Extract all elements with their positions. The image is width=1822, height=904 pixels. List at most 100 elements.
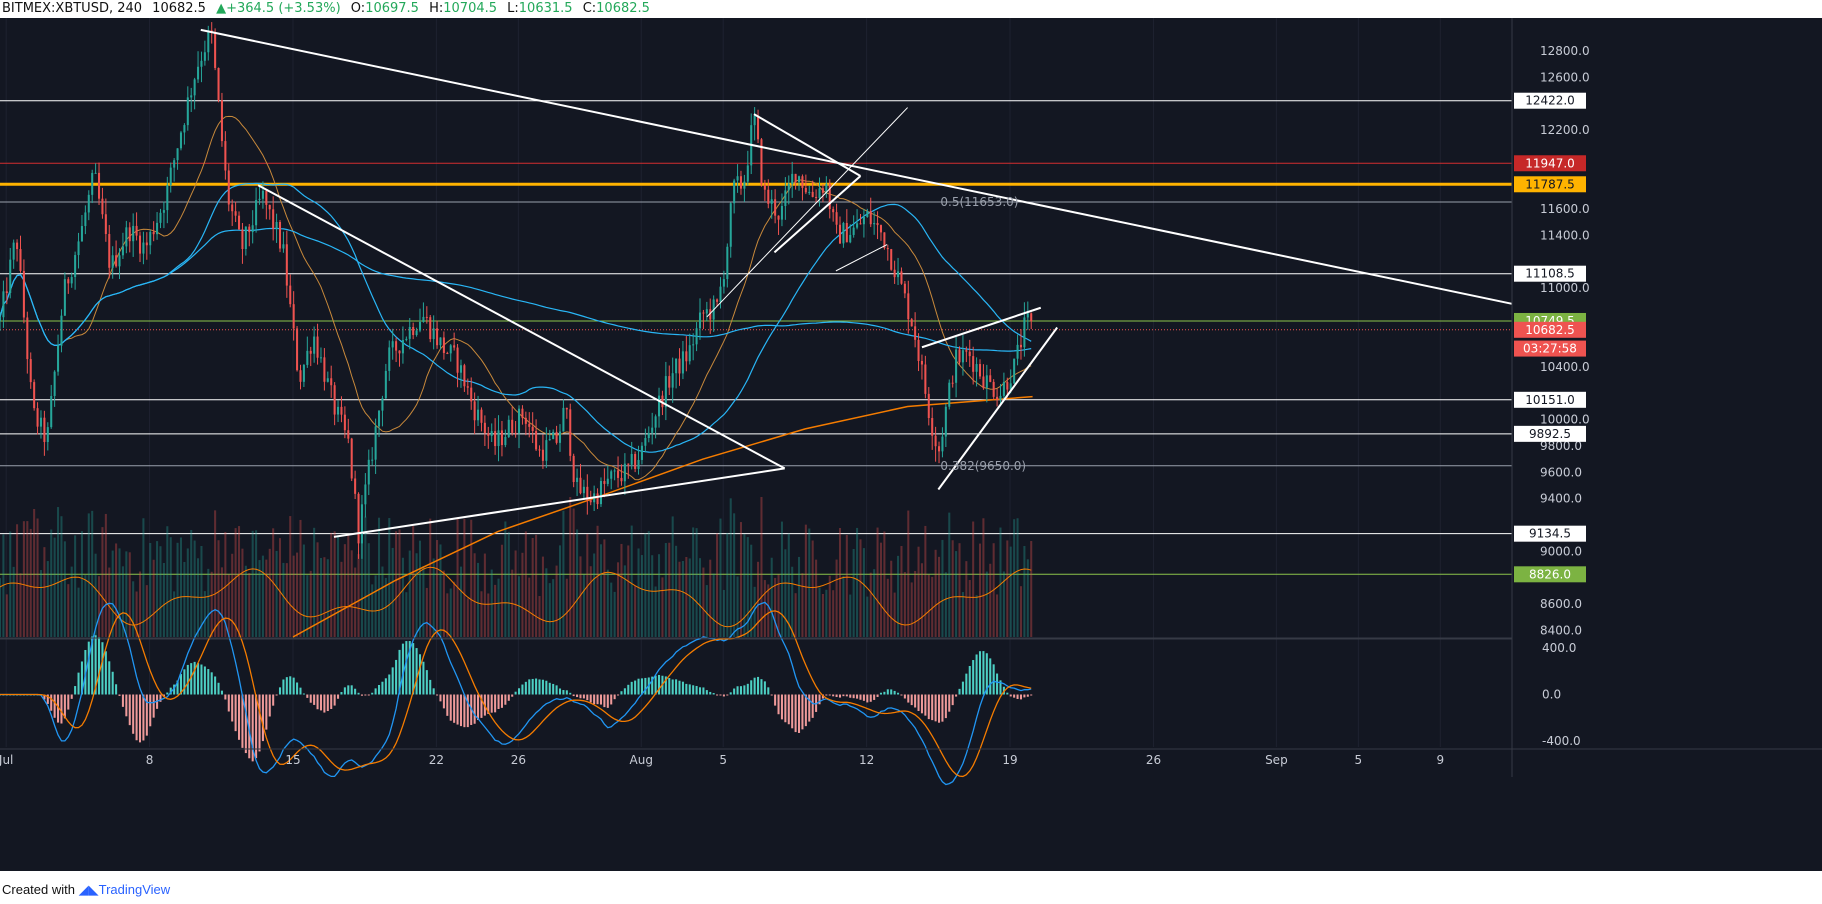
candle-body xyxy=(808,191,811,193)
volume-bar xyxy=(815,559,818,637)
candle-body xyxy=(835,212,838,225)
volume-bar xyxy=(685,557,688,637)
macd-histogram-bar xyxy=(705,690,708,695)
macd-histogram-bar xyxy=(176,680,179,695)
volume-bar xyxy=(1019,586,1022,637)
price-tag-label: 11787.5 xyxy=(1525,177,1575,191)
macd-histogram-bar xyxy=(675,679,678,695)
volume-bar xyxy=(470,519,473,637)
price-tag-bg xyxy=(1514,321,1586,338)
volume-bar xyxy=(876,527,879,637)
volume-bar xyxy=(948,512,951,637)
price-tick-label: 8600.0 xyxy=(1540,597,1582,611)
candle-body xyxy=(719,286,722,302)
macd-histogram-bar xyxy=(852,694,855,699)
macd-histogram-bar xyxy=(521,684,524,695)
candle-body xyxy=(22,270,25,318)
macd-histogram-bar xyxy=(791,694,794,729)
volume-bar xyxy=(84,575,87,637)
candle-body xyxy=(572,455,575,483)
volume-bar xyxy=(5,594,8,637)
candle-body xyxy=(203,52,206,61)
candle-body xyxy=(692,344,695,346)
candle-body xyxy=(374,426,377,460)
candle-body xyxy=(948,382,951,407)
macd-histogram-bar xyxy=(268,694,271,717)
candle-body xyxy=(869,210,872,225)
volume-bar xyxy=(244,565,247,637)
volume-bar xyxy=(582,574,585,637)
volume-bar xyxy=(190,529,193,637)
candle-body xyxy=(603,480,606,484)
candle-body xyxy=(104,214,107,235)
volume-bar xyxy=(978,543,982,637)
volume-bar xyxy=(623,565,626,637)
candle-body xyxy=(74,255,77,278)
macd-histogram-bar xyxy=(780,694,783,720)
volume-bar xyxy=(507,531,510,637)
candle-body xyxy=(685,351,688,362)
volume-ma xyxy=(0,566,1032,628)
candle-body xyxy=(138,235,142,254)
volume-bar xyxy=(326,559,329,637)
candle-body xyxy=(890,249,893,270)
macd-histogram-bar xyxy=(173,684,176,695)
candle-body xyxy=(121,246,124,256)
ma-orange xyxy=(292,395,1033,638)
macd-histogram-bar xyxy=(678,680,681,695)
volume-bar xyxy=(16,524,19,637)
volume-bar xyxy=(698,558,702,637)
candle-body xyxy=(179,132,182,149)
candle-body xyxy=(12,242,15,260)
candle-body xyxy=(401,340,404,354)
macd-histogram-bar xyxy=(261,694,264,742)
volume-bar xyxy=(289,516,292,637)
trendlines[interactable] xyxy=(200,28,1513,538)
volume-bar xyxy=(791,566,794,637)
macd-histogram-bar xyxy=(197,663,200,695)
macd-histogram-bar xyxy=(931,694,934,721)
volume-bar xyxy=(593,553,596,637)
candle-body xyxy=(722,279,725,287)
time-tick-label: 5 xyxy=(719,753,727,767)
candle-body xyxy=(337,406,340,415)
price-chart[interactable]: 0.5(11653.0) 0.382(9650.0) 12800.0 12600.0… xyxy=(0,18,1822,871)
candle-body xyxy=(26,317,29,360)
price-tick-label: 11400.0 xyxy=(1540,228,1590,242)
volume-bar xyxy=(77,587,80,637)
volume-bar xyxy=(138,571,142,637)
volume-bar xyxy=(275,550,278,637)
macd-histogram-bar xyxy=(978,651,982,695)
candle-body xyxy=(859,223,862,225)
candle-body xyxy=(477,409,480,421)
volume-bar xyxy=(914,570,917,637)
candle-body xyxy=(425,316,428,318)
volume-bar xyxy=(487,593,490,637)
macd-histogram-bar xyxy=(125,694,128,717)
candle-body xyxy=(746,165,749,182)
macd-histogram-bar xyxy=(350,685,353,695)
price-tag-bg xyxy=(1514,525,1586,542)
tradingview-brand[interactable]: TradingView xyxy=(98,882,171,897)
fib-label: 0.5(11653.0) xyxy=(940,195,1018,209)
time-tick-label: 26 xyxy=(511,753,526,767)
volume-bar xyxy=(514,550,517,637)
volume-bar xyxy=(972,521,975,637)
volume-bar xyxy=(405,592,408,637)
macd-histogram-bar xyxy=(757,676,760,695)
volume-bar xyxy=(43,547,46,637)
macd-histogram-bar xyxy=(709,691,712,695)
volume-bar xyxy=(702,567,705,637)
candle-body xyxy=(0,317,2,321)
candle-body xyxy=(985,375,988,388)
macd-histogram-bar xyxy=(716,694,719,696)
candle-body xyxy=(538,449,541,451)
candle-body xyxy=(982,376,985,388)
volume-bar xyxy=(897,555,900,637)
macd-tick-label: 0.0 xyxy=(1542,688,1561,702)
macd-histogram-bar xyxy=(278,687,282,695)
macd-histogram-bar xyxy=(118,694,121,696)
ma-medium xyxy=(0,182,1032,453)
macd-histogram-bar xyxy=(552,683,555,695)
macd-histogram-bar xyxy=(91,636,94,695)
